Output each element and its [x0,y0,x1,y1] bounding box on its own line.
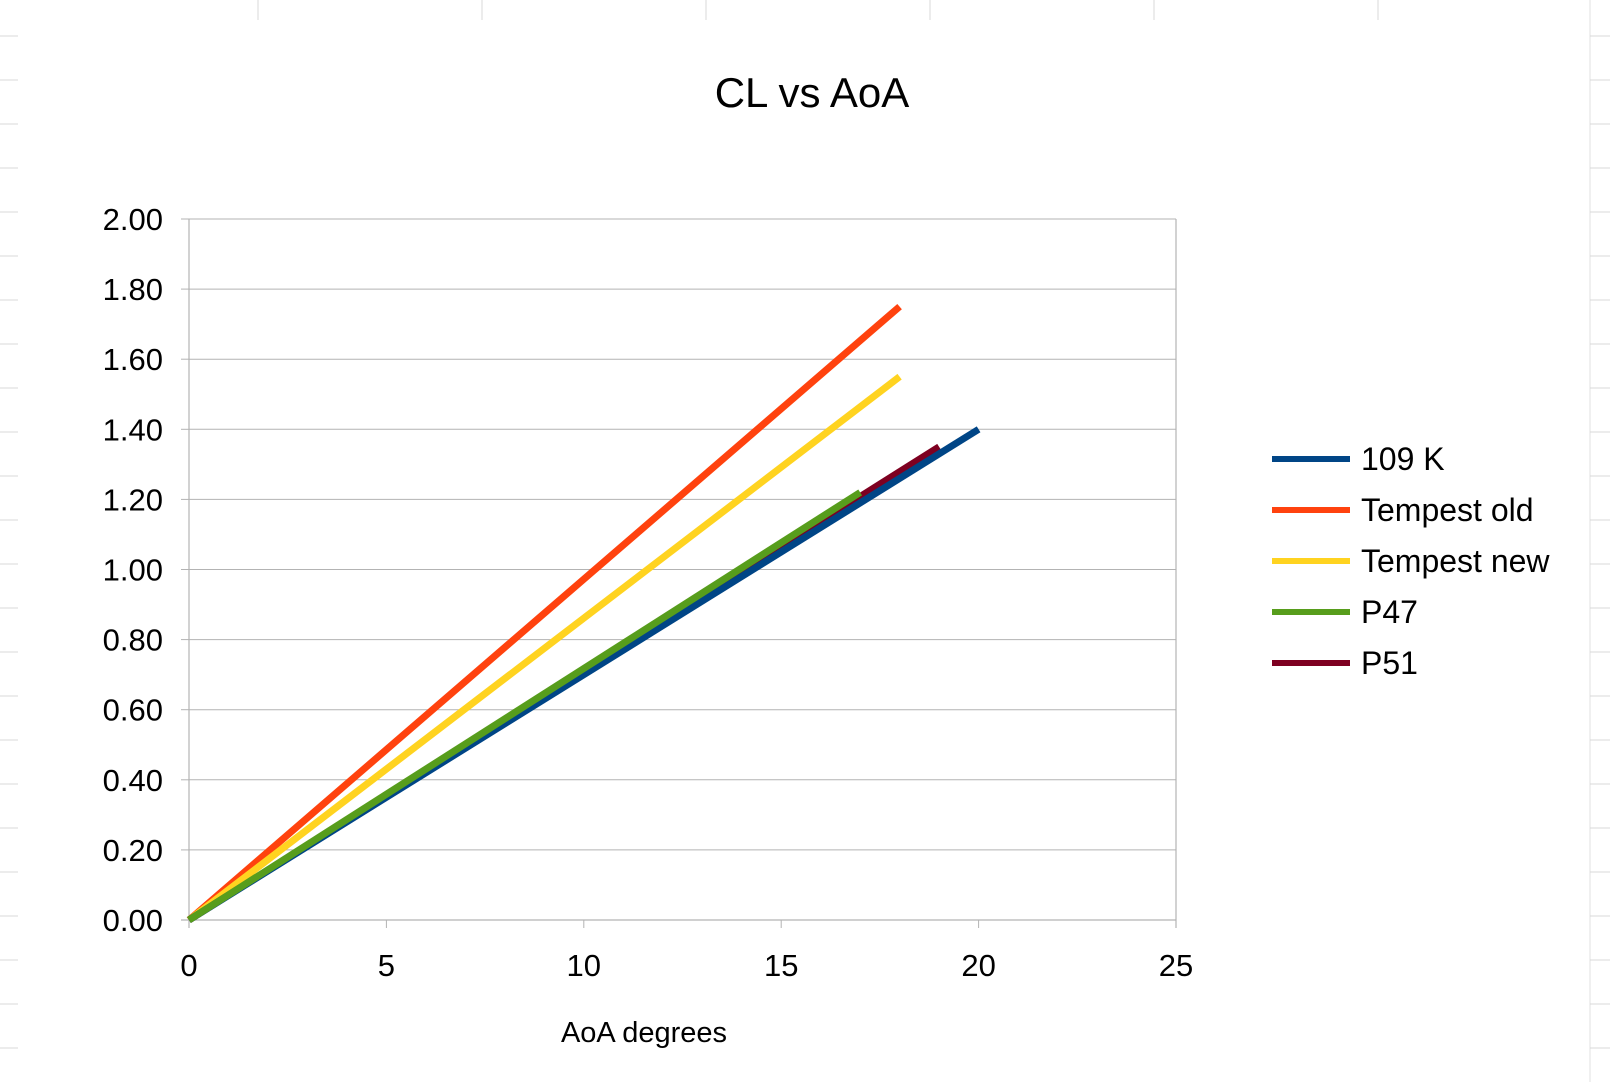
y-tick-label: 1.80 [103,272,163,307]
y-tick-label: 2.00 [103,202,163,237]
x-tick-label: 15 [764,948,798,983]
legend-label: P51 [1361,645,1418,681]
x-tick-label: 10 [567,948,601,983]
y-axis-ticks: 0.00 0.20 0.40 0.60 0.80 1.00 1.20 1.40 1.60 1.80… [103,202,189,938]
chart-title: CL vs AoA [715,69,910,116]
plot-gridlines [189,218,1176,921]
series-lines [186,303,981,923]
y-tick-label: 0.60 [103,693,163,728]
legend-label: Tempest new [1361,543,1550,579]
legend-label: 109 K [1361,441,1445,477]
legend-item-p47: P47 [1272,594,1418,630]
x-tick-label: 5 [378,948,395,983]
y-tick-label: 1.20 [103,482,163,517]
x-tick-label: 20 [961,948,995,983]
x-axis-label: AoA degrees [561,1017,727,1049]
x-axis-ticks: 0 5 10 15 20 25 [180,920,1193,983]
y-tick-label: 1.00 [103,553,163,588]
legend-label: P47 [1361,594,1418,630]
legend-item-tempest-new: Tempest new [1272,543,1550,579]
series-line-p47 [187,489,863,923]
legend-item-p51: P51 [1272,645,1418,681]
y-tick-label: 0.80 [103,623,163,658]
legend-label: Tempest old [1361,492,1534,528]
legend: 109 K Tempest old Tempest new P47 P51 [1272,441,1550,681]
series-line-tempest-old [186,303,902,923]
series-line-tempest-new [186,373,902,923]
y-tick-label: 1.40 [103,412,163,447]
legend-item-tempest-old: Tempest old [1272,492,1534,528]
x-tick-label: 0 [180,948,197,983]
y-tick-label: 0.00 [103,903,163,938]
legend-item-109-k: 109 K [1272,441,1445,477]
y-tick-label: 0.40 [103,763,163,798]
y-tick-label: 0.20 [103,833,163,868]
plot-axes [181,219,1177,928]
y-tick-label: 1.60 [103,342,163,377]
x-tick-label: 25 [1159,948,1193,983]
